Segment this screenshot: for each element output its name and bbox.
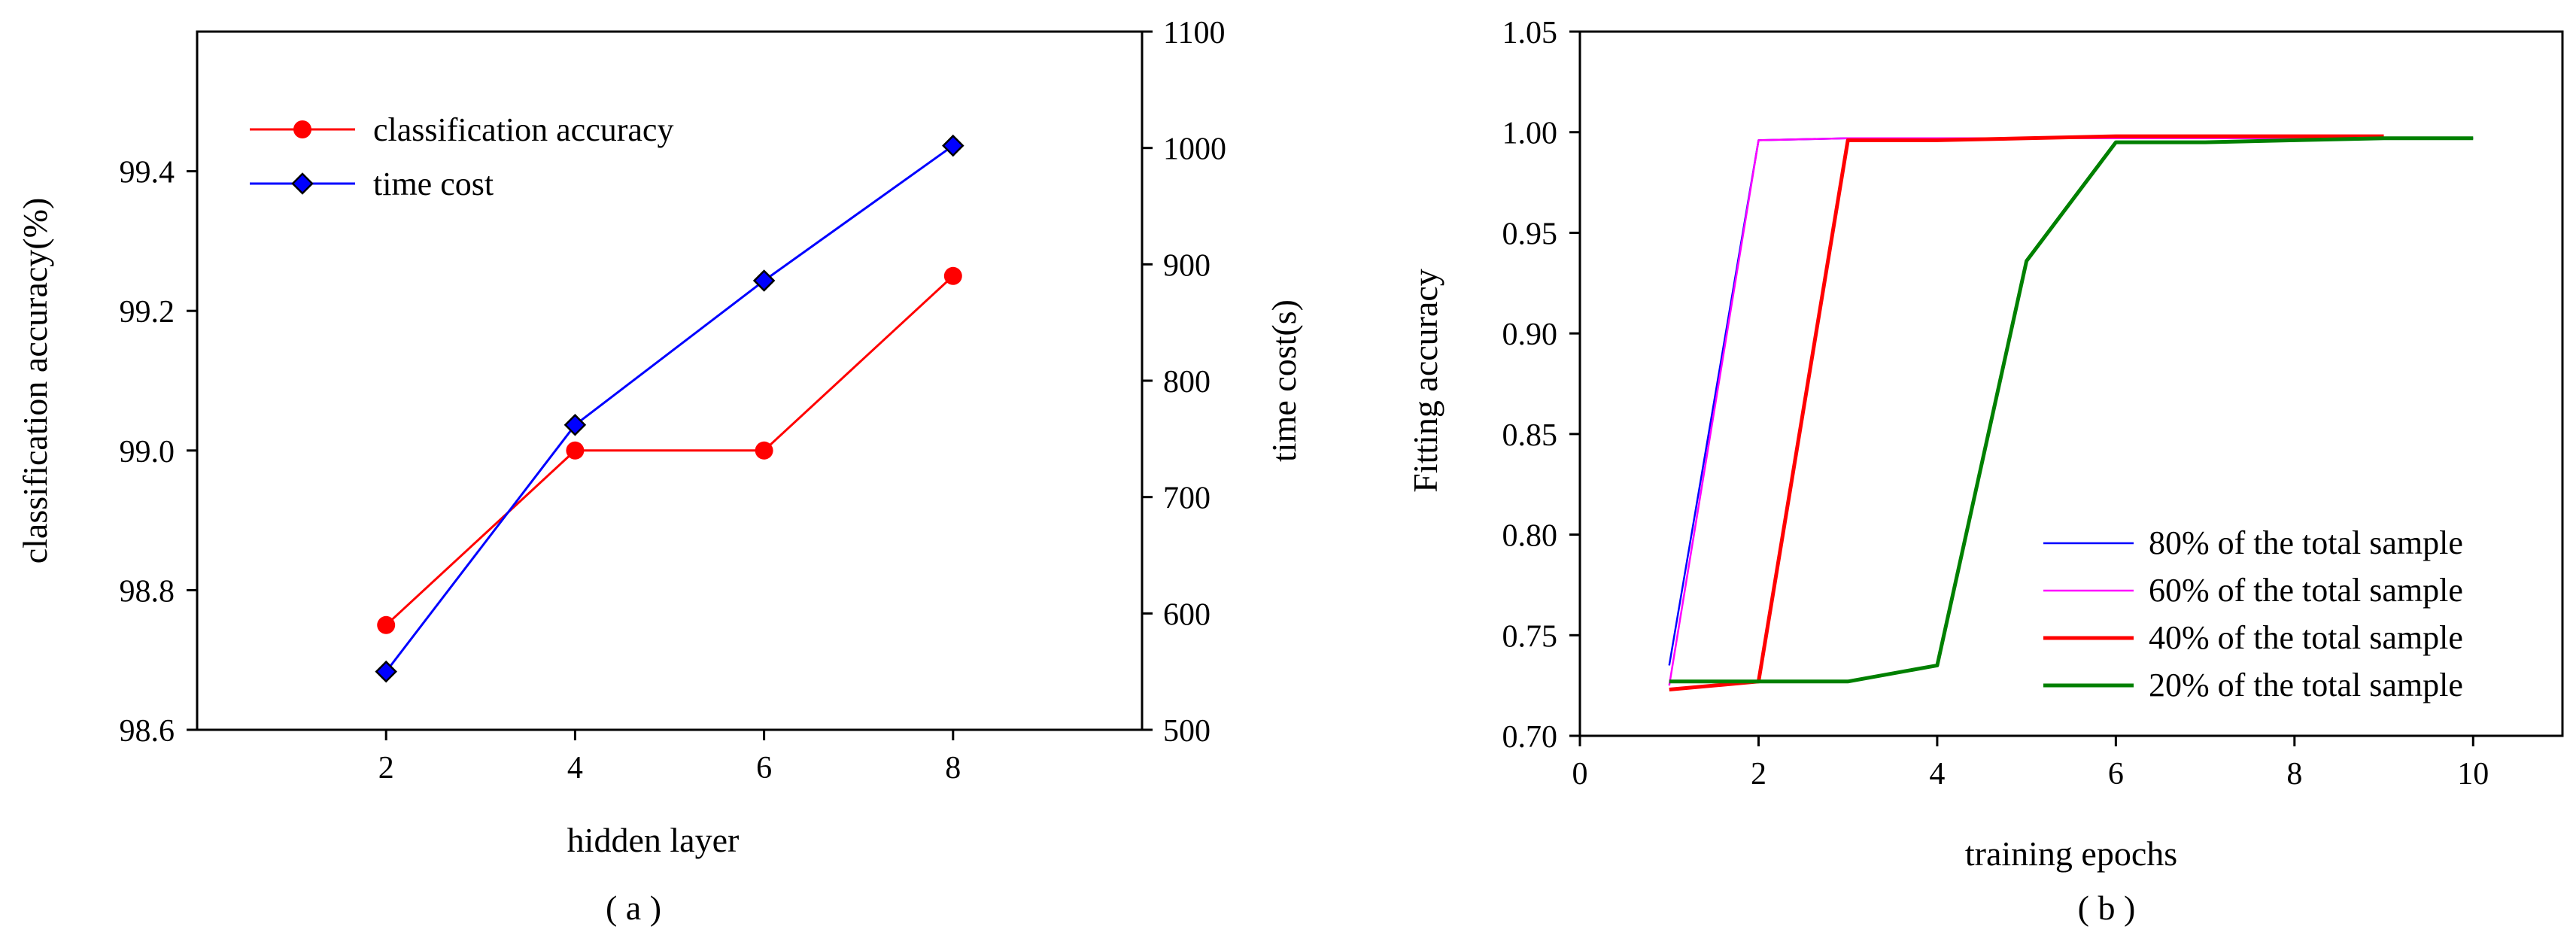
chart-a-y2-tick-label: 900 [1163,248,1211,283]
chart-b-y-tick-label: 0.85 [1502,418,1558,453]
chart-b-y-tick-label: 0.70 [1502,720,1558,755]
chart-a-series-line-time-cost [385,144,954,673]
chart-b: 0 2 4 6 8 10 0.70 0.75 0.80 0.85 0.90 0.95 1.00 1.05… [1406,16,2564,927]
chart-b-x-tick-label: 6 [2108,757,2124,791]
chart-b-series [1668,134,2474,691]
chart-b-y-ticks: 0.70 0.75 0.80 0.85 0.90 0.95 1.00 1.05 [1502,16,1580,755]
legend-label-time-cost: time cost [373,166,494,202]
legend-label-40: 40% of the total sample [2149,619,2463,656]
legend-label-accuracy: classification accuracy [373,111,673,148]
chart-a-caption: ( a ) [606,889,661,927]
chart-b-x-axis-label: training epochs [1965,834,2177,873]
chart-a-y-ticks: 98.6 98.8 99.0 99.2 99.4 [120,156,197,749]
chart-b-y-tick-label: 1.00 [1502,117,1558,151]
chart-b-y-tick-label: 0.95 [1502,217,1558,251]
chart-b-x-tick-label: 8 [2286,757,2302,791]
chart-a-y-tick-label: 99.0 [120,435,175,469]
chart-b-x-tick-label: 2 [1751,757,1766,791]
chart-b-y-tick-label: 0.80 [1502,519,1558,554]
legend-label-20: 20% of the total sample [2149,667,2463,703]
chart-a-y2-axis-label: time cost(s) [1265,299,1303,462]
legend-marker-diamond [291,172,314,195]
chart-b-caption: ( b ) [2078,889,2136,927]
chart-a-series [375,134,964,683]
chart-a-y2-tick-label: 500 [1163,714,1211,749]
chart-a-x-tick-label: 6 [756,751,772,785]
chart-a-x-axis-label: hidden layer [567,821,740,859]
chart-a-y2-tick-label: 600 [1163,597,1211,632]
chart-b-x-ticks: 0 2 4 6 8 10 [1572,736,2489,791]
chart-a-legend: classification accuracy time cost [250,111,673,202]
chart-a-y2-tick-label: 800 [1163,365,1211,400]
chart-b-y-tick-label: 0.90 [1502,318,1558,352]
legend-label-60: 60% of the total sample [2149,572,2463,609]
chart-a-y-axis-label: classification accuracy(%) [16,198,54,564]
chart-b-legend: 80% of the total sample 60% of the total… [2043,524,2463,703]
chart-a-point-accuracy [755,441,773,460]
chart-a-point-time-cost [564,414,587,436]
chart-a-y2-ticks: 500 600 700 800 900 1000 1100 [1142,16,1226,749]
chart-a-y-tick-label: 99.4 [120,156,175,190]
chart-a-point-time-cost [752,269,776,292]
chart-a-y2-tick-label: 1000 [1163,132,1226,167]
chart-b-y-tick-label: 0.75 [1502,619,1558,654]
chart-a-point-accuracy [566,441,585,460]
chart-b-y-tick-label: 1.05 [1502,16,1558,50]
chart-b-plot-frame [1578,30,2564,737]
legend-label-80: 80% of the total sample [2149,524,2463,561]
legend-marker-circle [293,120,311,138]
chart-a-y-tick-label: 99.2 [120,295,175,330]
chart-a-x-tick-label: 8 [945,751,961,785]
chart-a: 2 4 6 8 98.6 98.8 99.0 99.2 99.4 500 600 700 800 90… [16,16,1303,927]
chart-a-point-accuracy [943,266,962,285]
chart-a-point-time-cost [942,134,964,157]
chart-b-y-axis-label: Fitting accuracy [1406,269,1444,493]
chart-b-series-line-20 [1669,136,2474,684]
chart-b-series-line-40 [1669,134,2384,691]
chart-a-y2-tick-label: 700 [1163,482,1211,516]
chart-a-x-ticks: 2 4 6 8 [378,730,961,785]
chart-b-x-tick-label: 0 [1572,757,1588,791]
chart-b-x-tick-label: 4 [1929,757,1945,791]
chart-a-point-time-cost [375,660,397,683]
chart-a-series-line-accuracy [385,275,954,626]
chart-a-point-accuracy [377,615,396,634]
chart-a-y-tick-label: 98.8 [120,574,175,609]
chart-a-y-tick-label: 98.6 [120,714,175,749]
chart-b-x-tick-label: 10 [2457,757,2489,791]
chart-a-x-tick-label: 4 [567,751,583,785]
chart-a-y2-tick-label: 1100 [1163,16,1225,50]
chart-a-x-tick-label: 2 [378,751,394,785]
